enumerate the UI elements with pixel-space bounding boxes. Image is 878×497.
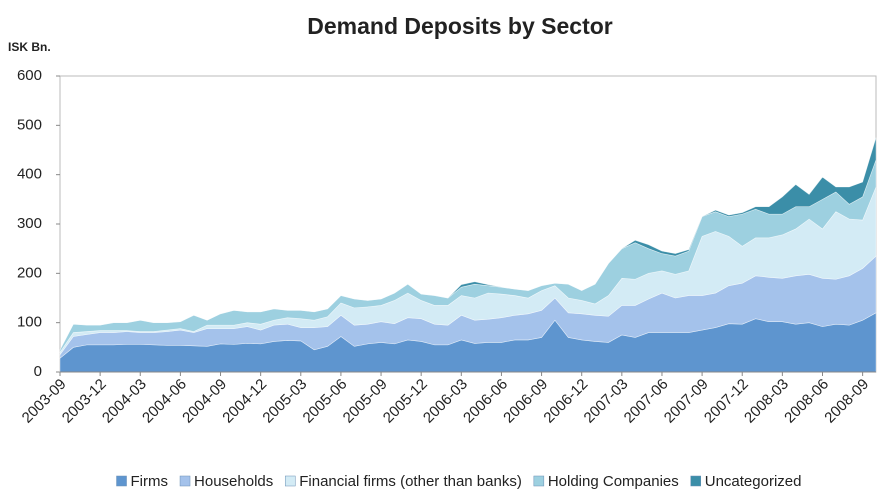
legend-swatch [690,475,701,487]
y-tick-label: 400 [17,166,42,183]
legend-swatch [116,475,127,487]
x-tick-label: 2008-09 [821,376,872,427]
y-axis-label: ISK Bn. [8,40,51,54]
y-tick-label: 200 [17,264,42,281]
legend-label: Holding Companies [548,473,679,490]
legend: Firms Households Financial firms (other th… [116,473,802,490]
legend-label: Uncategorized [705,473,802,490]
y-tick-label: 500 [17,116,42,133]
y-tick-label: 100 [17,314,42,331]
y-tick-label: 600 [17,67,42,84]
y-tick-label: 0 [34,363,42,380]
legend-swatch [533,475,545,487]
legend-swatch [179,475,191,487]
legend-label: Firms [131,473,169,490]
legend-swatch [284,475,296,487]
area [59,137,877,350]
chart-title: Demand Deposits by Sector [307,13,613,39]
legend-label: Households [194,473,273,490]
legend-label: Financial firms (other than banks) [299,473,522,490]
y-tick-label: 300 [17,215,42,232]
